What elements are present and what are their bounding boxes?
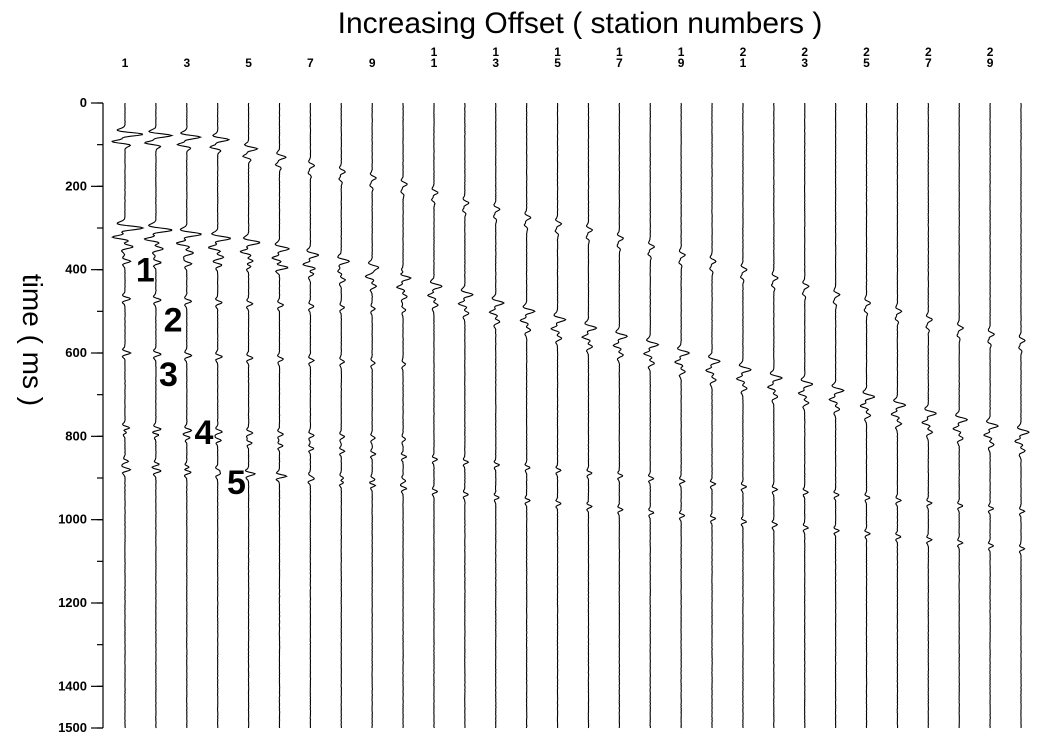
trace-station-15 — [550, 102, 567, 729]
y-tick-label: 1200 — [58, 595, 87, 610]
trace-station-14 — [519, 102, 536, 729]
station-tick-digit: 2 — [863, 45, 870, 59]
station-tick-digit: 5 — [863, 56, 870, 70]
trace-station-22 — [766, 102, 784, 729]
trace-station-16 — [581, 102, 598, 729]
trace-station-24 — [828, 102, 845, 729]
event-label-2: 2 — [164, 302, 183, 340]
y-tick-label: 600 — [65, 345, 87, 360]
trace-station-21 — [735, 102, 752, 729]
station-tick-label: 29 — [987, 45, 994, 70]
trace-station-5 — [239, 102, 261, 729]
trace-station-29 — [983, 102, 999, 729]
chart-title: Increasing Offset ( station numbers ) — [338, 7, 823, 40]
station-tick-label: 27 — [925, 45, 932, 70]
trace-station-11 — [426, 102, 443, 729]
event-labels: 12 345 — [136, 252, 246, 503]
event-label-5: 5 — [227, 464, 246, 502]
trace-station-30 — [1014, 102, 1030, 729]
trace-station-28 — [952, 102, 969, 729]
trace-station-8 — [337, 102, 351, 729]
station-tick-digit: 5 — [245, 56, 252, 70]
trace-station-18 — [642, 102, 660, 729]
station-tick-label: 1 — [122, 56, 129, 70]
station-tick-label: 19 — [678, 45, 685, 70]
station-tick-label: 13 — [492, 45, 499, 70]
trace-station-4 — [208, 102, 231, 729]
trace-station-7 — [302, 102, 319, 729]
y-axis-label: time ( ms ) — [17, 274, 48, 406]
station-tick-label: 23 — [801, 45, 808, 70]
station-tick-label: 9 — [369, 56, 376, 70]
station-tick-digit: 2 — [925, 45, 932, 59]
station-tick-digit: 9 — [369, 56, 376, 70]
trace-station-2 — [143, 102, 174, 729]
station-tick-label: 7 — [307, 56, 314, 70]
y-tick-label: 200 — [65, 178, 87, 193]
y-tick-label: 800 — [65, 428, 87, 443]
trace-station-26 — [890, 102, 907, 729]
trace-station-9 — [364, 102, 380, 729]
station-tick-digit: 9 — [987, 56, 994, 70]
station-tick-digit: 2 — [740, 45, 747, 59]
station-tick-digit: 2 — [801, 45, 808, 59]
station-tick-digit: 1 — [122, 56, 129, 70]
trace-station-10 — [395, 102, 412, 729]
trace-station-19 — [674, 102, 691, 729]
trace-station-6 — [271, 102, 291, 729]
trace-station-20 — [705, 102, 721, 729]
trace-station-13 — [488, 102, 505, 729]
station-tick-label: 25 — [863, 45, 870, 70]
station-tick-label: 17 — [616, 45, 623, 70]
station-tick-digit: 1 — [431, 45, 438, 59]
station-tick-digit: 3 — [801, 56, 808, 70]
station-tick-label: 5 — [245, 56, 252, 70]
event-label-4: 4 — [195, 414, 214, 452]
trace-station-25 — [859, 102, 876, 729]
station-tick-digit: 2 — [987, 45, 994, 59]
seismic-traces — [111, 102, 1030, 729]
station-tick-digit: 5 — [554, 56, 561, 70]
trace-station-17 — [612, 102, 629, 729]
trace-station-23 — [797, 102, 814, 729]
station-tick-digit: 7 — [616, 56, 623, 70]
station-tick-digit: 1 — [678, 45, 685, 59]
trace-station-12 — [457, 102, 474, 729]
station-tick-digit: 1 — [616, 45, 623, 59]
station-tick-digit: 7 — [307, 56, 314, 70]
station-tick-digit: 9 — [678, 56, 685, 70]
station-tick-digit: 1 — [740, 56, 747, 70]
y-tick-label: 400 — [65, 262, 87, 277]
station-tick-digit: 1 — [431, 56, 438, 70]
trace-station-1 — [111, 102, 145, 729]
station-tick-label: 15 — [554, 45, 561, 70]
y-tick-label: 0 — [80, 95, 87, 110]
station-tick-label: 3 — [183, 56, 190, 70]
event-label-1: 1 — [136, 252, 155, 290]
station-tick-label: 21 — [740, 45, 747, 70]
station-tick-digit: 3 — [183, 56, 190, 70]
station-tick-label: 11 — [431, 45, 438, 70]
station-tick-digit: 7 — [925, 56, 932, 70]
station-tick-digit: 1 — [554, 45, 561, 59]
y-tick-label: 1500 — [58, 720, 87, 735]
y-tick-label: 1400 — [58, 678, 87, 693]
y-tick-label: 1000 — [58, 512, 87, 527]
trace-station-3 — [175, 103, 203, 729]
station-tick-digit: 3 — [492, 56, 499, 70]
event-label-3: 3 — [159, 356, 178, 394]
trace-station-27 — [921, 102, 937, 729]
station-tick-digit: 1 — [492, 45, 499, 59]
y-axis: 0 200 400 600 800 1000 1200 1400 1500 — [58, 95, 104, 735]
